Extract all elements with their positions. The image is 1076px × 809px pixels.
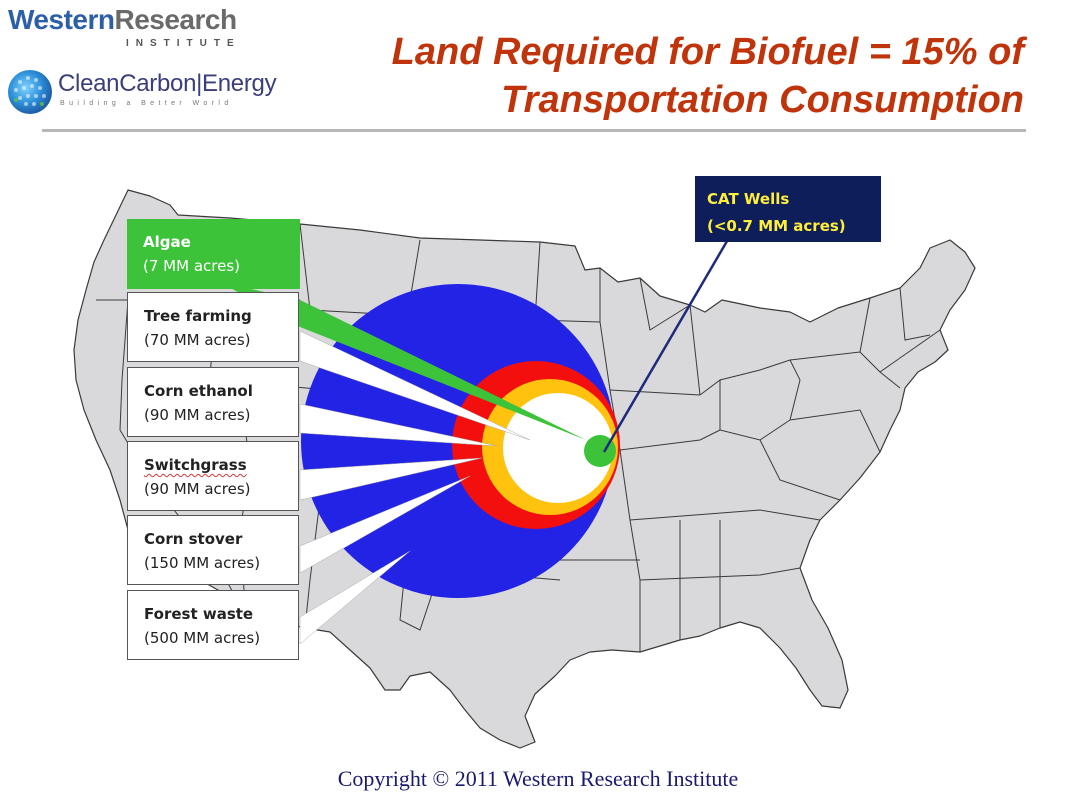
label-algae-amount: (7 MM acres) bbox=[143, 257, 240, 275]
label-switchgrass: Switchgrass (90 MM acres) bbox=[127, 441, 299, 511]
wri-logo-name: WesternResearch bbox=[8, 4, 237, 36]
label-corn-stover: Corn stover (150 MM acres) bbox=[127, 515, 299, 585]
label-tree-farming: Tree farming (70 MM acres) bbox=[127, 292, 299, 362]
label-algae: Algae (7 MM acres) bbox=[127, 219, 300, 289]
label-corn-stover-amount: (150 MM acres) bbox=[144, 554, 261, 572]
pointer-forest-waste bbox=[299, 550, 411, 645]
pointer-algae bbox=[220, 282, 586, 440]
cleancarbon-energy-logo: CleanCarbon|Energy Building a Better Wor… bbox=[6, 68, 296, 116]
cce-logo-tagline: Building a Better World bbox=[60, 100, 233, 107]
label-tree-farming-name: Tree farming bbox=[144, 307, 252, 325]
label-forest-waste: Forest waste (500 MM acres) bbox=[127, 590, 299, 660]
label-corn-stover-name: Corn stover bbox=[144, 530, 243, 548]
wri-logo-western: Western bbox=[8, 4, 115, 35]
slide-title-line2: Transportation Consumption bbox=[501, 79, 1024, 121]
label-corn-ethanol: Corn ethanol (90 MM acres) bbox=[127, 367, 299, 437]
label-forest-waste-name: Forest waste bbox=[144, 605, 254, 623]
wri-logo-research: Research bbox=[114, 4, 237, 35]
pointer-cat-wells bbox=[602, 235, 732, 453]
globe-icon bbox=[8, 70, 52, 114]
label-tree-farming-amount: (70 MM acres) bbox=[144, 331, 251, 349]
cce-logo-text: CleanCarbon|Energy bbox=[58, 70, 277, 97]
label-cat-wells-name: CAT Wells bbox=[707, 190, 790, 208]
copyright-footer: Copyright © 2011 Western Research Instit… bbox=[337, 766, 739, 791]
label-algae-name: Algae bbox=[143, 233, 191, 251]
slide-title: Land Required for Biofuel = 15% of Trans… bbox=[244, 28, 1024, 124]
title-divider bbox=[42, 129, 1026, 132]
pointer-corn-stover bbox=[299, 475, 471, 574]
wri-logo-subtitle: INSTITUTE bbox=[126, 38, 241, 49]
label-cat-wells-amount: (<0.7 MM acres) bbox=[707, 217, 846, 235]
label-corn-ethanol-amount: (90 MM acres) bbox=[144, 406, 251, 424]
label-switchgrass-amount: (90 MM acres) bbox=[144, 480, 251, 498]
circle-tree-farming bbox=[503, 393, 613, 503]
western-research-institute-logo: WesternResearch INSTITUTE bbox=[8, 4, 268, 56]
label-corn-ethanol-name: Corn ethanol bbox=[144, 382, 253, 400]
pointer-tree-farming bbox=[299, 330, 531, 441]
pointer-switchgrass bbox=[299, 457, 483, 501]
slide-title-line1: Land Required for Biofuel = 15% of bbox=[391, 31, 1024, 73]
label-forest-waste-amount: (500 MM acres) bbox=[144, 629, 261, 647]
pointer-corn-ethanol bbox=[299, 403, 498, 447]
label-cat-wells: CAT Wells (<0.7 MM acres) bbox=[695, 176, 881, 242]
label-switchgrass-name: Switchgrass bbox=[144, 456, 247, 474]
